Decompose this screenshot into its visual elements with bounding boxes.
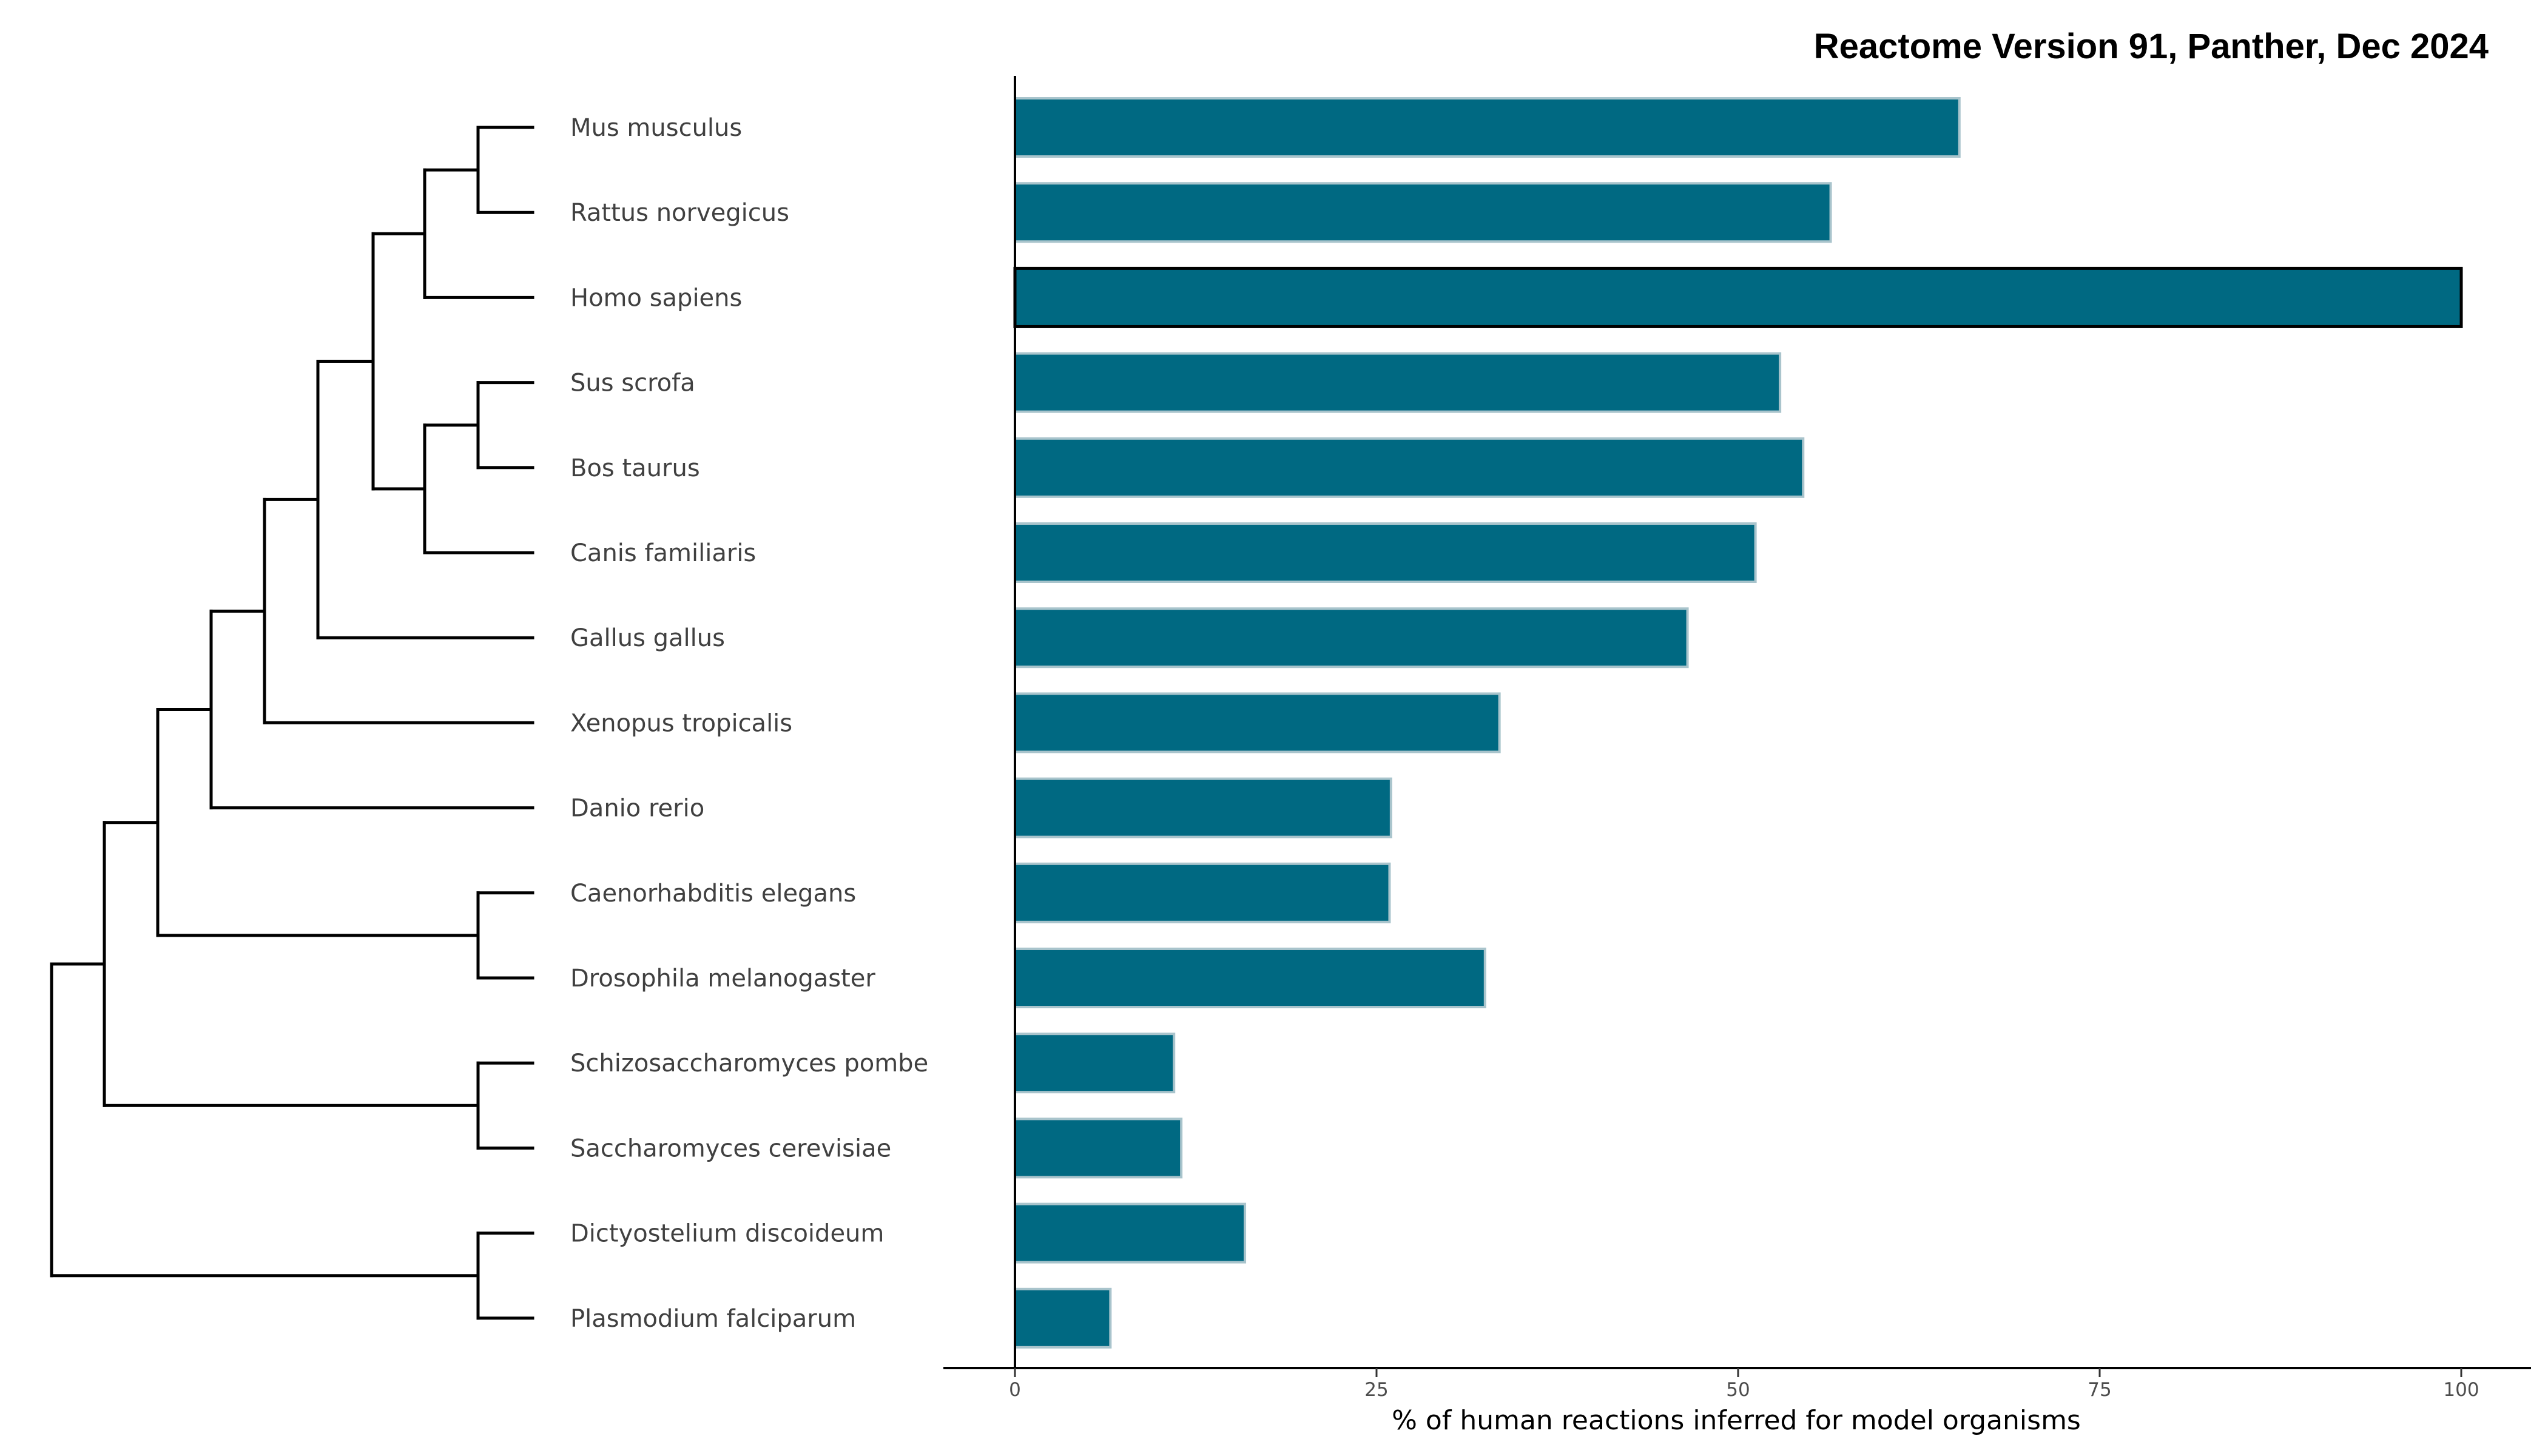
- species-label-sus-scrofa: Sus scrofa: [570, 369, 695, 397]
- species-label-mus-musculus: Mus musculus: [570, 114, 742, 142]
- bar-sus-scrofa: [1014, 352, 1782, 413]
- bar-xenopus-tropicalis: [1014, 692, 1501, 753]
- chart-title: Reactome Version 91, Panther, Dec 2024: [1814, 27, 2489, 66]
- bar-bos-taurus: [1014, 437, 1805, 498]
- species-label-bos-taurus: Bos taurus: [570, 454, 700, 482]
- bar-caenorhabditis-elegans: [1014, 862, 1391, 923]
- species-labels: Mus musculus Rattus norvegicus Homo sapien…: [570, 114, 928, 1333]
- species-label-plasmodium-falciparum: Plasmodium falciparum: [570, 1305, 856, 1333]
- x-axis-label: % of human reactions inferred for model …: [1392, 1405, 2081, 1436]
- species-label-canis-familiaris: Canis familiaris: [570, 539, 756, 567]
- bar-series: [1013, 97, 2463, 1349]
- x-tick-label-0: 0: [1009, 1379, 1021, 1401]
- species-label-gallus-gallus: Gallus gallus: [570, 624, 725, 652]
- x-axis-ticks: 0 25 50 75 100: [1009, 1368, 2479, 1401]
- bar-drosophila-melanogaster: [1014, 948, 1486, 1008]
- bar-dictyostelium-discoideum: [1014, 1202, 1247, 1264]
- species-label-homo-sapiens: Homo sapiens: [570, 284, 742, 312]
- species-dendrogram: [50, 126, 534, 1320]
- bar-plasmodium-falciparum: [1014, 1287, 1112, 1349]
- species-label-saccharomyces-cerevisiae: Saccharomyces cerevisiae: [570, 1134, 891, 1162]
- species-label-caenorhabditis-elegans: Caenorhabditis elegans: [570, 880, 856, 908]
- species-label-dictyostelium-discoideum: Dictyostelium discoideum: [570, 1220, 884, 1248]
- x-tick-label-100: 100: [2443, 1379, 2479, 1401]
- bar-schizosaccharomyces-pombe: [1014, 1033, 1176, 1094]
- bar-danio-rerio: [1014, 777, 1392, 838]
- species-label-rattus-norvegicus: Rattus norvegicus: [570, 199, 789, 227]
- bar-mus-musculus: [1014, 97, 1961, 158]
- bar-rattus-norvegicus: [1014, 182, 1832, 243]
- x-tick-label-75: 75: [2088, 1379, 2111, 1401]
- bar-canis-familiaris: [1014, 522, 1757, 583]
- species-label-xenopus-tropicalis: Xenopus tropicalis: [570, 709, 792, 737]
- x-tick-label-25: 25: [1364, 1379, 1388, 1401]
- species-label-drosophila-melanogaster: Drosophila melanogaster: [570, 965, 875, 993]
- bar-saccharomyces-cerevisiae: [1014, 1117, 1183, 1179]
- bar-homo-sapiens: [1013, 266, 2463, 328]
- x-tick-label-50: 50: [1726, 1379, 1750, 1401]
- bar-gallus-gallus: [1014, 607, 1689, 669]
- species-label-danio-rerio: Danio rerio: [570, 795, 704, 823]
- species-label-schizosaccharomyces-pombe: Schizosaccharomyces pombe: [570, 1050, 928, 1077]
